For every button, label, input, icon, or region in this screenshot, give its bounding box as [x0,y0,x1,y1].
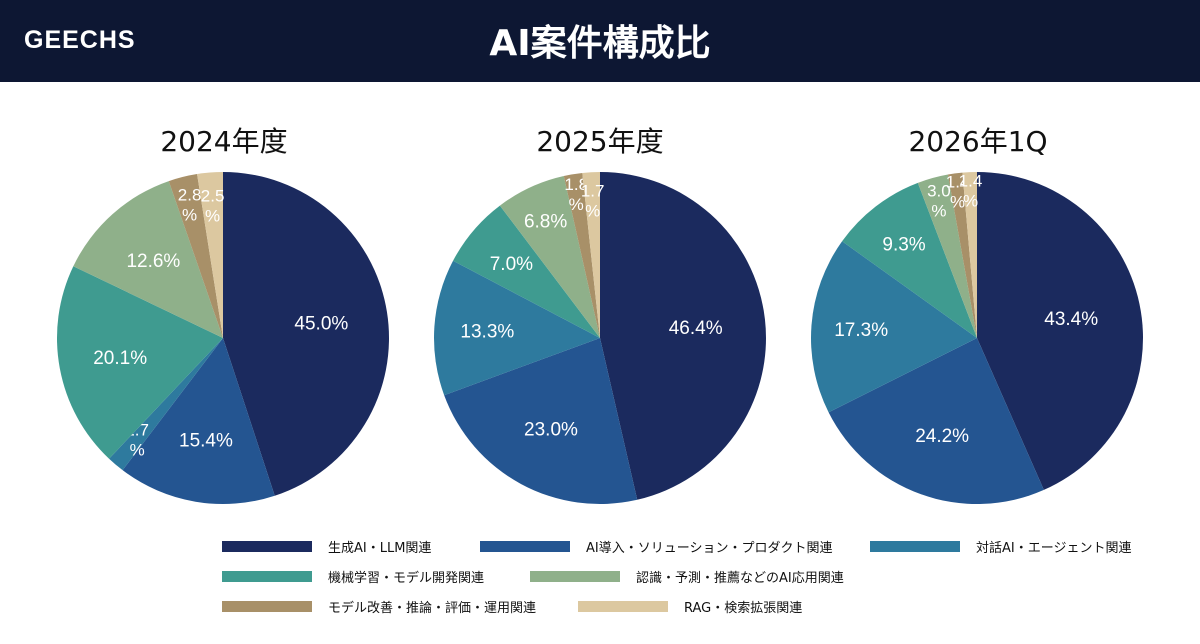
data-label-agent: 17.3% [834,320,888,341]
legend-label: モデル改善・推論・評価・運用関連 [328,600,537,616]
data-label-ml: 7.0% [490,254,533,275]
legend-label: 生成AI・LLM関連 [328,540,432,556]
pie-slice-ml [57,266,224,459]
legend-swatch [578,600,668,612]
geechs-logo: GEECHS [24,26,136,54]
legend-swatch [222,540,312,552]
legend-swatch [222,570,312,582]
data-label-solution: 15.4% [179,430,233,451]
pie-charts: 45.0% 15.4% 1.7 % 20.1% 12.6% 2.8 %2.5 % 46.4% 23.… [57,171,1143,504]
pie-slice-rag [197,172,223,338]
data-label-recognition: 12.6% [126,251,180,272]
data-label-mlops: 2.8% [178,185,202,224]
legend-swatch [870,540,960,552]
data-label-recognition: 3.0% [927,181,951,220]
pie-slice-llm [977,172,1143,490]
legend-item-recognition: 認識・予測・推薦などのAI応用関連 [530,566,844,586]
header-bar: GEECHS AI案件構成比 [0,0,1200,82]
legend-label: RAG・検索拡張関連 [684,600,803,616]
legend-label: AI導入・ソリューション・プロダクト関連 [586,540,833,556]
page-title: AI案件構成比 [489,23,711,64]
pie-slice-llm [600,172,766,500]
legend-label: 対話AI・エージェント関連 [976,540,1132,556]
data-label-rag: 1.7% [581,181,605,220]
legend-swatch [222,600,312,612]
data-label-mlops: 1.8% [564,175,588,214]
chart-title-2025: 2025年度 [536,125,664,158]
pie-slice-mlops [168,174,223,338]
legend-label: 機械学習・モデル開発関連 [328,570,485,586]
pie-slice-agent [810,241,977,413]
legend-swatch [480,540,570,552]
legend-item-rag: RAG・検索拡張関連 [578,596,802,616]
pie-chart-2: 43.4%24.2%17.3%9.3%3.0 %1.4 %1.4% [810,171,1143,504]
legend-item-agent: 対話AI・エージェント関連 [870,536,1131,556]
pie-slice-solution [122,338,275,504]
legend-item-ml: 機械学習・モデル開発関連 [222,566,484,586]
pie-chart-0: 45.0%15.4%1.7 %20.1%12.6%2.8 %2.5% [57,172,389,504]
data-label-recognition: 6.8% [524,211,567,232]
pie-slice-agent [109,338,223,471]
pie-slice-agent [433,260,600,396]
pie-chart-1: 46.4% 23.0% 13.3% 7.0% 6.8%1.8 %1.7% [433,172,766,504]
data-label-rag: 1.4% [959,171,983,210]
pie-slice-ml [842,182,977,338]
pie-slice-recognition [499,175,600,338]
pie-slice-mlops [947,172,977,338]
legend-item-mlops: モデル改善・推論・評価・運用関連 [222,596,536,616]
data-label-llm: 43.4% [1044,309,1098,330]
data-label-llm: 46.4% [669,318,723,339]
data-label-ml: 20.1% [93,348,147,369]
data-label-agent: 13.3% [460,322,514,343]
pie-slice-solution [828,338,1044,504]
data-label-llm: 45.0% [294,313,348,334]
pie-slice-recognition [917,174,977,338]
pie-slice-llm [223,172,389,496]
pie-slice-mlops [563,172,600,338]
pie-slice-solution [444,338,638,504]
data-label-solution: 24.2% [915,426,969,447]
legend-item-llm: 生成AI・LLM関連 [222,536,431,556]
data-label-solution: 23.0% [524,419,578,440]
chart-title-2026q1: 2026年1Q [908,125,1048,158]
pie-slice-rag [582,172,600,338]
legend-swatch [530,570,620,582]
legend-item-solution: AI導入・ソリューション・プロダクト関連 [480,536,832,556]
pie-slice-rag [962,172,977,338]
pie-slice-ml [453,205,600,338]
legend-label: 認識・予測・推薦などのAI応用関連 [636,570,844,586]
data-label-rag: 2.5% [201,187,225,226]
pie-slice-recognition [73,181,224,338]
data-label-ml: 9.3% [882,234,925,255]
chart-title-2024: 2024年度 [160,125,288,158]
